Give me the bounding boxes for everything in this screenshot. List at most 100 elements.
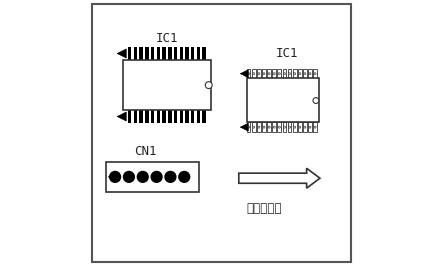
Bar: [262, 69, 266, 78]
Circle shape: [314, 73, 316, 75]
Bar: [134, 47, 137, 60]
Bar: [151, 47, 154, 60]
Circle shape: [263, 126, 265, 128]
Bar: [283, 69, 286, 78]
Circle shape: [164, 171, 177, 183]
Bar: [168, 110, 171, 123]
Circle shape: [258, 73, 260, 75]
Circle shape: [309, 126, 311, 128]
Circle shape: [151, 171, 163, 183]
Circle shape: [304, 126, 306, 128]
Circle shape: [258, 126, 260, 128]
Bar: [288, 122, 291, 132]
Bar: [123, 60, 211, 110]
Circle shape: [109, 171, 121, 183]
Circle shape: [248, 73, 250, 75]
Circle shape: [313, 98, 319, 103]
Bar: [174, 110, 177, 123]
Bar: [163, 110, 166, 123]
Bar: [174, 47, 177, 60]
Bar: [288, 69, 291, 78]
Bar: [262, 122, 266, 132]
Bar: [185, 110, 189, 123]
Bar: [151, 110, 154, 123]
Bar: [303, 69, 307, 78]
Bar: [298, 122, 302, 132]
Bar: [277, 122, 281, 132]
Text: 过波峏方向: 过波峏方向: [246, 202, 282, 215]
Circle shape: [253, 126, 255, 128]
Bar: [202, 47, 206, 60]
Bar: [134, 110, 137, 123]
Bar: [163, 47, 166, 60]
Bar: [197, 110, 200, 123]
Circle shape: [248, 126, 250, 128]
Bar: [106, 162, 199, 192]
Bar: [277, 69, 281, 78]
Bar: [128, 110, 132, 123]
Bar: [179, 110, 183, 123]
Bar: [140, 47, 143, 60]
Circle shape: [309, 73, 311, 75]
Bar: [191, 110, 194, 123]
Bar: [267, 122, 271, 132]
Circle shape: [288, 73, 291, 75]
Bar: [157, 47, 160, 60]
Bar: [157, 110, 160, 123]
Bar: [145, 110, 149, 123]
Bar: [257, 122, 261, 132]
Circle shape: [278, 126, 280, 128]
Bar: [252, 122, 256, 132]
Circle shape: [288, 126, 291, 128]
Bar: [202, 110, 206, 123]
Text: IC1: IC1: [156, 32, 178, 45]
Circle shape: [299, 126, 301, 128]
Circle shape: [268, 73, 270, 75]
Bar: [197, 47, 200, 60]
Text: IC1: IC1: [276, 47, 298, 60]
Text: CN1: CN1: [134, 145, 157, 158]
Circle shape: [294, 73, 296, 75]
Circle shape: [273, 126, 275, 128]
Bar: [293, 69, 296, 78]
Circle shape: [299, 73, 301, 75]
Bar: [272, 69, 276, 78]
Circle shape: [314, 126, 316, 128]
Circle shape: [253, 73, 255, 75]
Bar: [247, 78, 319, 122]
Bar: [140, 110, 143, 123]
Circle shape: [178, 171, 190, 183]
Bar: [168, 47, 171, 60]
Circle shape: [278, 73, 280, 75]
Bar: [191, 47, 194, 60]
Circle shape: [263, 73, 265, 75]
Bar: [272, 122, 276, 132]
Bar: [145, 47, 149, 60]
Bar: [298, 69, 302, 78]
Bar: [247, 122, 250, 132]
Circle shape: [136, 171, 149, 183]
Circle shape: [304, 73, 306, 75]
Bar: [257, 69, 261, 78]
Bar: [303, 122, 307, 132]
Bar: [267, 69, 271, 78]
FancyArrow shape: [239, 168, 320, 188]
Circle shape: [268, 126, 270, 128]
Bar: [308, 69, 312, 78]
Bar: [252, 69, 256, 78]
Bar: [179, 47, 183, 60]
Circle shape: [294, 126, 296, 128]
Bar: [308, 122, 312, 132]
Circle shape: [273, 73, 275, 75]
Bar: [185, 47, 189, 60]
Circle shape: [284, 73, 285, 75]
Circle shape: [284, 126, 285, 128]
Circle shape: [205, 82, 212, 89]
Bar: [128, 47, 132, 60]
Circle shape: [123, 171, 135, 183]
Bar: [283, 122, 286, 132]
Bar: [313, 69, 317, 78]
Bar: [247, 69, 250, 78]
Bar: [313, 122, 317, 132]
Bar: [293, 122, 296, 132]
